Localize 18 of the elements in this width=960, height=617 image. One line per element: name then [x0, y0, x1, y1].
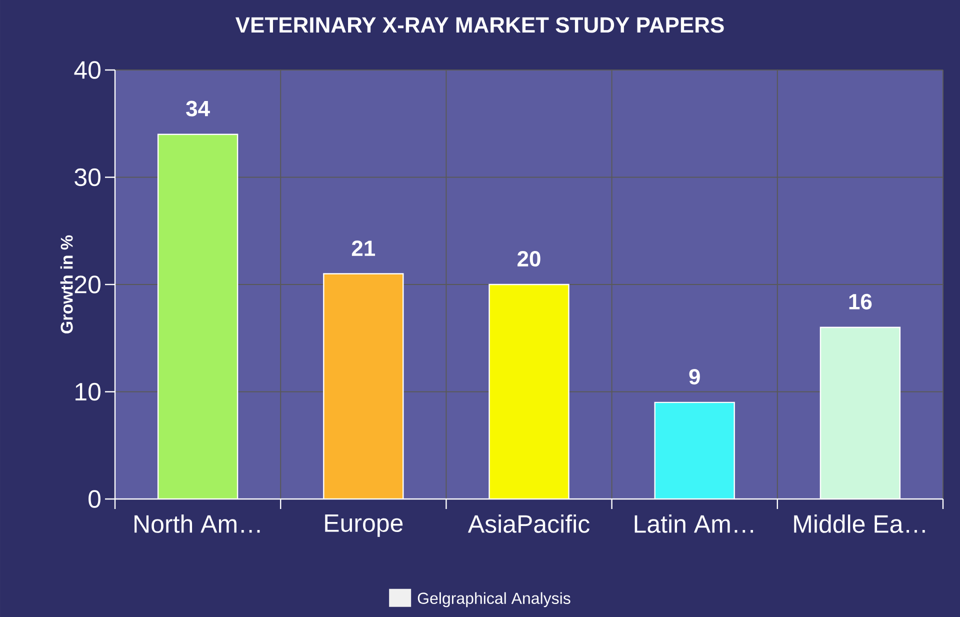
- y-tick-label: 20: [74, 276, 100, 294]
- text: Gelgraphical Analysis: [418, 592, 570, 608]
- data-label: 21: [352, 240, 376, 256]
- x-tick-label: AsiaPacific: [468, 514, 590, 533]
- chart-title: VETERINARY X-RAY MARKET STUDY PAPERS: [235, 17, 724, 33]
- data-label: 16: [849, 294, 872, 310]
- x-tick-label: Middle Ea…: [794, 514, 925, 533]
- data-label: 9: [689, 368, 700, 385]
- y-tick-label: 10: [76, 382, 100, 401]
- y-tick-label: 0: [88, 490, 100, 508]
- x-tick-label: Europe: [325, 514, 403, 537]
- data-label: 20: [518, 250, 540, 267]
- x-tick-label: Latin Am…: [634, 514, 754, 533]
- y-tick-label: 30: [74, 168, 100, 186]
- data-label: 34: [186, 100, 210, 116]
- x-tick-label: North Am…: [134, 514, 260, 533]
- y-tick-label: 40: [74, 61, 100, 79]
- y-axis-title: Growth in %: [60, 235, 73, 334]
